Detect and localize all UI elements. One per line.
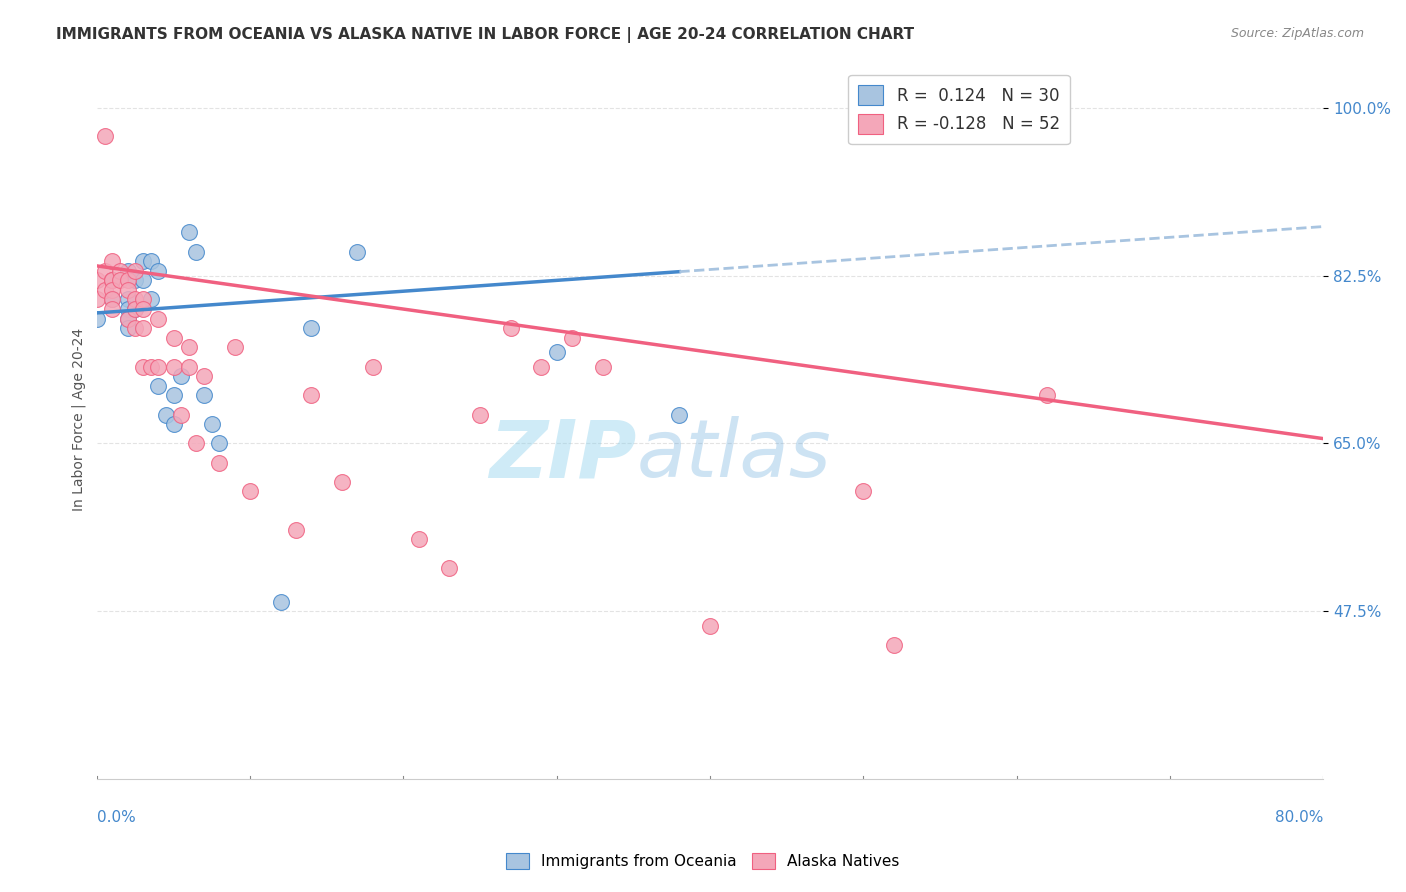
- Text: IMMIGRANTS FROM OCEANIA VS ALASKA NATIVE IN LABOR FORCE | AGE 20-24 CORRELATION : IMMIGRANTS FROM OCEANIA VS ALASKA NATIVE…: [56, 27, 914, 43]
- Point: [124, 302, 146, 317]
- Point: [162, 417, 184, 432]
- Point: [883, 638, 905, 652]
- Point: [177, 359, 200, 374]
- Point: [561, 331, 583, 345]
- Point: [177, 225, 200, 239]
- Text: ZIP: ZIP: [489, 417, 637, 494]
- Point: [193, 388, 215, 402]
- Point: [101, 273, 124, 287]
- Point: [1036, 388, 1059, 402]
- Point: [93, 283, 115, 297]
- Point: [132, 293, 155, 307]
- Point: [146, 359, 169, 374]
- Point: [408, 533, 430, 547]
- Point: [117, 302, 139, 317]
- Point: [117, 273, 139, 287]
- Point: [117, 311, 139, 326]
- Point: [499, 321, 522, 335]
- Point: [186, 436, 208, 450]
- Point: [177, 341, 200, 355]
- Point: [101, 293, 124, 307]
- Point: [86, 293, 108, 307]
- Legend: R =  0.124   N = 30, R = -0.128   N = 52: R = 0.124 N = 30, R = -0.128 N = 52: [848, 75, 1070, 145]
- Text: atlas: atlas: [637, 417, 831, 494]
- Point: [93, 129, 115, 144]
- Point: [117, 283, 139, 297]
- Legend: Immigrants from Oceania, Alaska Natives: Immigrants from Oceania, Alaska Natives: [501, 847, 905, 875]
- Point: [468, 408, 491, 422]
- Point: [101, 254, 124, 268]
- Point: [132, 273, 155, 287]
- Point: [139, 254, 162, 268]
- Point: [361, 359, 384, 374]
- Point: [86, 311, 108, 326]
- Point: [546, 345, 568, 359]
- Point: [124, 302, 146, 317]
- Point: [301, 321, 323, 335]
- Point: [117, 293, 139, 307]
- Point: [239, 484, 262, 499]
- Point: [117, 311, 139, 326]
- Point: [117, 321, 139, 335]
- Point: [146, 311, 169, 326]
- Point: [301, 388, 323, 402]
- Point: [146, 263, 169, 277]
- Point: [124, 273, 146, 287]
- Point: [93, 263, 115, 277]
- Point: [270, 595, 292, 609]
- Text: 80.0%: 80.0%: [1275, 811, 1323, 825]
- Point: [530, 359, 553, 374]
- Point: [439, 561, 461, 575]
- Point: [132, 302, 155, 317]
- Point: [117, 263, 139, 277]
- Point: [285, 523, 308, 537]
- Point: [124, 263, 146, 277]
- Point: [124, 293, 146, 307]
- Point: [592, 359, 614, 374]
- Text: Source: ZipAtlas.com: Source: ZipAtlas.com: [1230, 27, 1364, 40]
- Point: [108, 273, 131, 287]
- Point: [101, 273, 124, 287]
- Point: [346, 244, 368, 259]
- Point: [162, 331, 184, 345]
- Y-axis label: In Labor Force | Age 20-24: In Labor Force | Age 20-24: [72, 328, 86, 511]
- Point: [139, 359, 162, 374]
- Point: [108, 263, 131, 277]
- Point: [170, 369, 193, 384]
- Point: [101, 302, 124, 317]
- Point: [101, 293, 124, 307]
- Point: [208, 456, 231, 470]
- Point: [132, 321, 155, 335]
- Point: [193, 369, 215, 384]
- Text: 0.0%: 0.0%: [97, 811, 135, 825]
- Point: [852, 484, 875, 499]
- Point: [208, 436, 231, 450]
- Point: [139, 293, 162, 307]
- Point: [186, 244, 208, 259]
- Point: [132, 254, 155, 268]
- Point: [201, 417, 224, 432]
- Point: [101, 283, 124, 297]
- Point: [699, 619, 721, 633]
- Point: [668, 408, 690, 422]
- Point: [132, 359, 155, 374]
- Point: [86, 273, 108, 287]
- Point: [162, 388, 184, 402]
- Point: [101, 273, 124, 287]
- Point: [162, 359, 184, 374]
- Point: [155, 408, 177, 422]
- Point: [170, 408, 193, 422]
- Point: [124, 321, 146, 335]
- Point: [146, 379, 169, 393]
- Point: [330, 475, 353, 489]
- Point: [224, 341, 246, 355]
